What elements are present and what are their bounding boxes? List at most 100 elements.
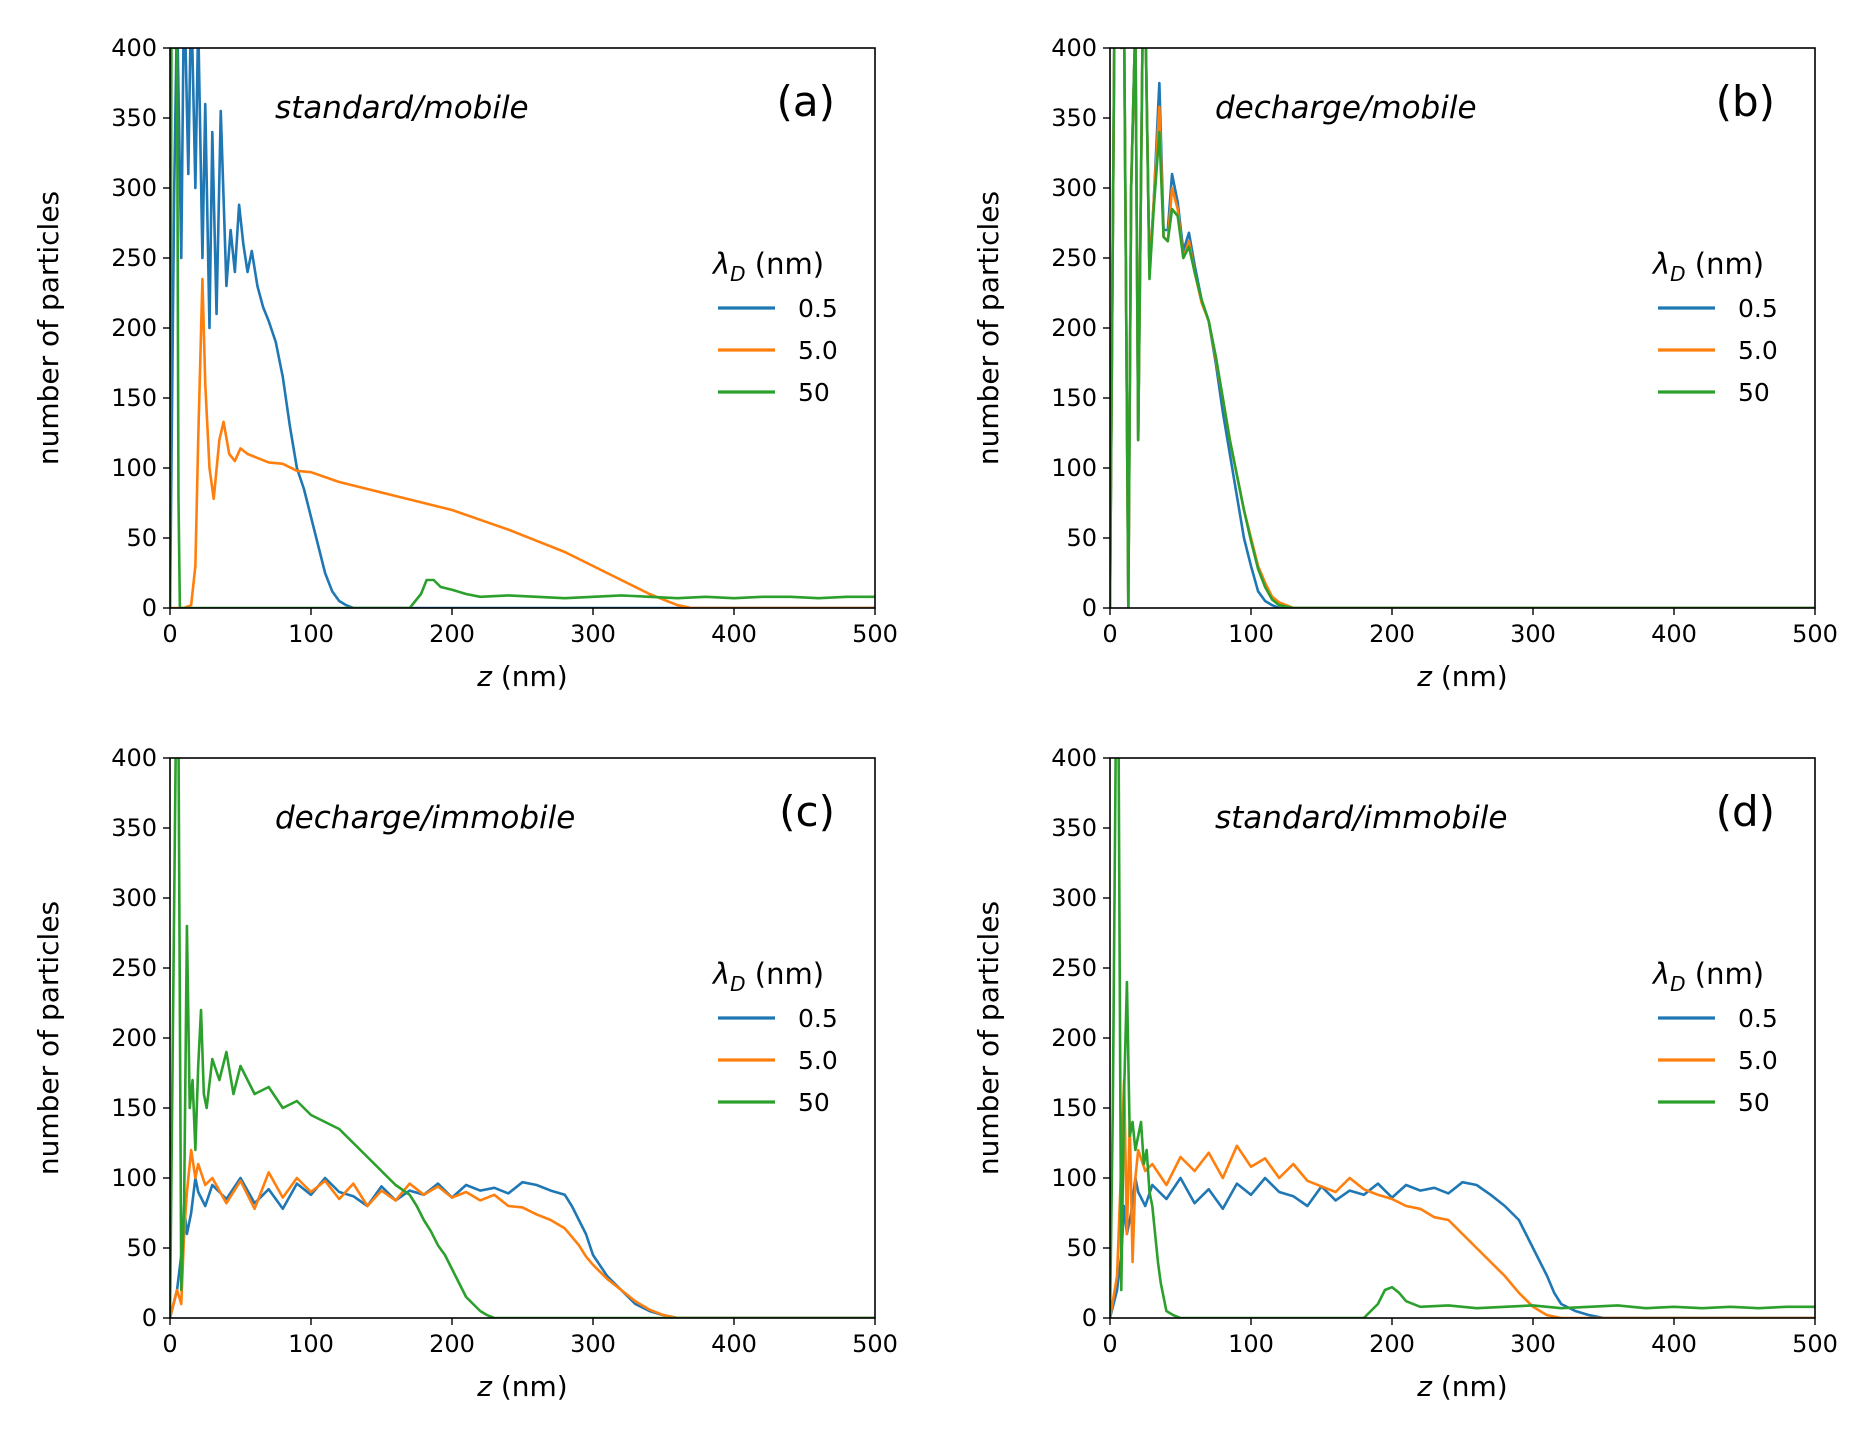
axes-frame: [169, 47, 876, 609]
y-tick-label: 100: [1051, 1164, 1097, 1192]
x-axis-label: z (nm): [1416, 1370, 1507, 1403]
panel-title: decharge/mobile: [1215, 90, 1477, 126]
legend-title-unit: (nm): [746, 957, 824, 991]
y-tick-label: 0: [1082, 594, 1097, 622]
legend-label-0.5: 0.5: [1738, 1004, 1778, 1033]
x-tick-label: 500: [1792, 620, 1838, 648]
legend-title-subscript: D: [1670, 972, 1685, 996]
x-tick-label: 300: [570, 620, 616, 648]
y-tick-label: 0: [142, 1304, 157, 1332]
panel-letter: (b): [1716, 77, 1775, 126]
series-group: [1110, 48, 1815, 608]
y-tick-label: 300: [111, 174, 157, 202]
y-tick-label: 400: [111, 34, 157, 62]
x-axis-variable: z: [476, 1370, 493, 1403]
y-tick-label: 250: [1051, 954, 1097, 982]
x-tick-label: 0: [162, 620, 177, 648]
y-tick-label: 350: [111, 814, 157, 842]
y-tick-label: 150: [1051, 1094, 1097, 1122]
y-tick-label: 150: [1051, 384, 1097, 412]
legend: λD (nm) 0.5 5.0 50: [1651, 957, 1778, 1117]
legend-title-symbol: λ: [1651, 957, 1670, 991]
x-tick-label: 300: [1510, 1330, 1556, 1358]
y-axis-label: number of particles: [32, 901, 65, 1175]
legend-label-5.0: 5.0: [1738, 1046, 1778, 1075]
y-tick-label: 400: [1051, 34, 1097, 62]
y-tick-label: 50: [126, 1234, 157, 1262]
series-line-0.5: [170, 48, 875, 608]
panel-title: standard/mobile: [275, 90, 529, 126]
x-axis-variable: z: [1416, 660, 1433, 693]
legend-title-unit: (nm): [1686, 957, 1764, 991]
x-axis-variable: z: [1416, 1370, 1433, 1403]
legend-label-5.0: 5.0: [1738, 336, 1778, 365]
x-tick-label: 400: [711, 620, 757, 648]
x-tick-label: 100: [1228, 620, 1274, 648]
legend-title: λD (nm): [1651, 957, 1764, 996]
y-tick-label: 200: [111, 314, 157, 342]
panel-title: standard/immobile: [1215, 800, 1507, 836]
series-line-50: [170, 758, 875, 1318]
x-tick-label: 200: [1369, 620, 1415, 648]
x-tick-label: 400: [1651, 1330, 1697, 1358]
panel-3: 0 100 200 300 400 500 0 50 100 150 200 250 300 350 400…: [972, 744, 1838, 1403]
series-line-50: [170, 48, 875, 608]
series-line-5.0: [170, 277, 875, 608]
x-tick-label: 200: [1369, 1330, 1415, 1358]
legend-label-5.0: 5.0: [798, 1046, 838, 1075]
x-tick-label: 500: [852, 1330, 898, 1358]
y-tick-label: 250: [111, 244, 157, 272]
x-tick-label: 400: [1651, 620, 1697, 648]
x-tick-label: 200: [429, 1330, 475, 1358]
y-axis-label: number of particles: [972, 901, 1005, 1175]
legend-title: λD (nm): [711, 247, 824, 286]
x-tick-label: 300: [570, 1330, 616, 1358]
x-tick-label: 500: [1792, 1330, 1838, 1358]
axes-frame: [1109, 47, 1816, 609]
x-axis-label: z (nm): [476, 660, 567, 693]
y-tick-label: 100: [111, 1164, 157, 1192]
series-line-0.5: [170, 1176, 875, 1318]
legend-title-symbol: λ: [1651, 247, 1670, 281]
x-axis-unit: (nm): [492, 1370, 568, 1403]
legend-title-subscript: D: [730, 972, 745, 996]
y-tick-label: 250: [111, 954, 157, 982]
y-tick-label: 200: [1051, 314, 1097, 342]
panel-title: decharge/immobile: [275, 800, 575, 836]
legend-title-subscript: D: [1670, 262, 1685, 286]
x-axis-label: z (nm): [1416, 660, 1507, 693]
y-tick-label: 400: [111, 744, 157, 772]
legend-title-subscript: D: [730, 262, 745, 286]
y-tick-label: 200: [1051, 1024, 1097, 1052]
legend: λD (nm) 0.5 5.0 50: [1651, 247, 1778, 407]
panel-letter: (c): [779, 787, 835, 836]
x-tick-label: 0: [1102, 620, 1117, 648]
y-tick-label: 50: [1066, 524, 1097, 552]
y-axis-label: number of particles: [972, 191, 1005, 465]
y-tick-label: 300: [1051, 174, 1097, 202]
series-line-50: [1110, 48, 1815, 608]
series-group: [170, 758, 875, 1318]
x-tick-label: 100: [288, 620, 334, 648]
legend-label-50: 50: [798, 378, 830, 407]
x-axis-label: z (nm): [476, 1370, 567, 1403]
panel-2: 0 100 200 300 400 500 0 50 100 150 200 250 300 350 400…: [32, 744, 898, 1403]
legend-title-symbol: λ: [711, 957, 730, 991]
x-axis-unit: (nm): [1432, 1370, 1508, 1403]
y-tick-label: 200: [111, 1024, 157, 1052]
legend-title-unit: (nm): [1686, 247, 1764, 281]
y-tick-label: 300: [111, 884, 157, 912]
legend-label-0.5: 0.5: [1738, 294, 1778, 323]
y-tick-label: 250: [1051, 244, 1097, 272]
series-line-5.0: [170, 1148, 875, 1318]
y-tick-label: 400: [1051, 744, 1097, 772]
y-tick-label: 100: [111, 454, 157, 482]
legend-label-0.5: 0.5: [798, 1004, 838, 1033]
legend: λD (nm) 0.5 5.0 50: [711, 247, 838, 407]
panel-1: 0 100 200 300 400 500 0 50 100 150 200 250 300 350 400…: [972, 34, 1838, 693]
x-tick-label: 400: [711, 1330, 757, 1358]
x-tick-label: 100: [1228, 1330, 1274, 1358]
legend-title: λD (nm): [711, 957, 824, 996]
x-tick-label: 0: [1102, 1330, 1117, 1358]
